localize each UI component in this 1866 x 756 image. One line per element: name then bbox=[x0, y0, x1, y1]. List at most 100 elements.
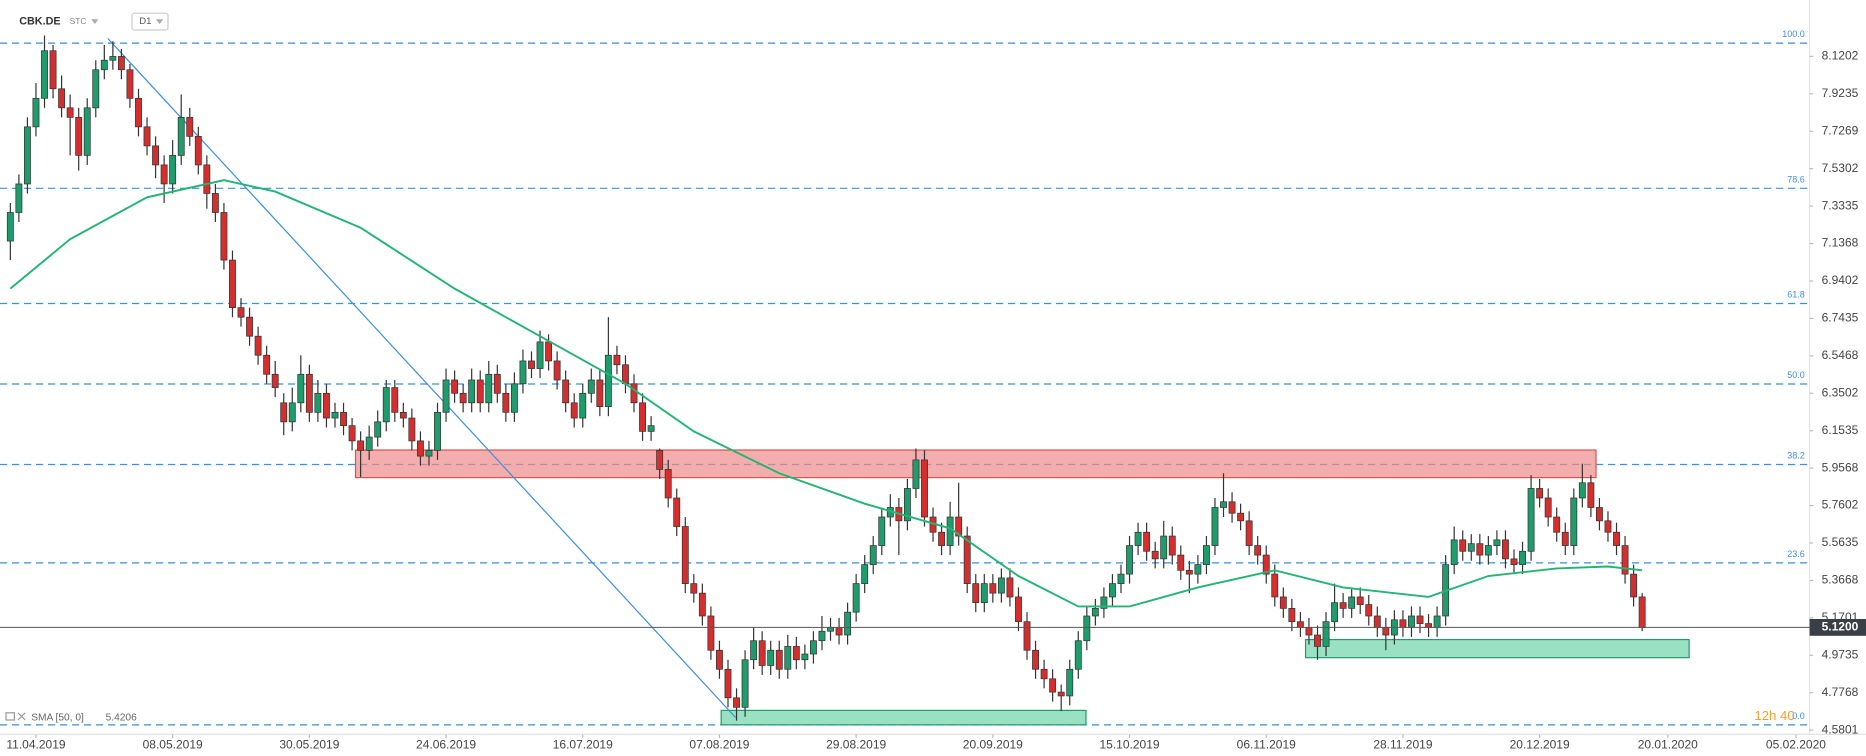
candle-body bbox=[1185, 569, 1193, 575]
candle-body bbox=[1365, 604, 1373, 617]
candle-body bbox=[1553, 516, 1561, 533]
candle-body bbox=[579, 392, 587, 419]
candle-body bbox=[664, 469, 672, 499]
candle-body bbox=[92, 69, 100, 109]
zone bbox=[1304, 638, 1690, 659]
candle-body bbox=[15, 183, 23, 213]
candle-body bbox=[49, 50, 57, 90]
candle-body bbox=[416, 440, 424, 457]
candle-body bbox=[169, 155, 177, 185]
fib-label: 38.2 bbox=[1787, 450, 1805, 460]
y-tick-label: 7.3335 bbox=[1822, 198, 1859, 212]
candle-body bbox=[1484, 545, 1492, 556]
candle-body bbox=[1621, 545, 1629, 575]
timeframe[interactable]: D1 bbox=[139, 16, 151, 27]
candle-body bbox=[613, 354, 621, 366]
candle-body bbox=[955, 516, 963, 537]
candle-body bbox=[827, 627, 834, 632]
candle-body bbox=[135, 97, 142, 128]
candle-body bbox=[690, 583, 698, 594]
candle-body bbox=[698, 592, 706, 617]
header: CBK.DE STC D1 bbox=[19, 12, 169, 31]
candle-body bbox=[912, 459, 920, 489]
candle-body bbox=[1536, 488, 1544, 499]
candle-body bbox=[263, 354, 271, 375]
candle-body bbox=[1049, 678, 1057, 693]
sma-last: 5.4206 bbox=[106, 712, 137, 723]
fib-label: 50.0 bbox=[1787, 370, 1805, 380]
candle-body bbox=[622, 364, 629, 385]
candle-body bbox=[1143, 531, 1151, 552]
candle-body bbox=[852, 583, 860, 613]
candle-body bbox=[1510, 558, 1518, 565]
candle-body bbox=[331, 411, 339, 419]
y-tick-label: 4.5801 bbox=[1822, 722, 1859, 736]
candle-body bbox=[1202, 545, 1210, 565]
candle-body bbox=[758, 640, 766, 666]
timeframe-dropdown[interactable] bbox=[156, 19, 164, 24]
x-tick-label: 28.11.2019 bbox=[1373, 737, 1432, 751]
candle-body bbox=[536, 341, 544, 369]
candle-body bbox=[707, 615, 715, 651]
candle-body bbox=[391, 387, 399, 413]
symbol[interactable]: CBK.DE bbox=[19, 15, 60, 27]
candle-body bbox=[23, 126, 31, 185]
candle-body bbox=[1074, 640, 1082, 670]
y-tick-label: 7.7269 bbox=[1822, 123, 1859, 137]
candle-body bbox=[1595, 507, 1603, 522]
candle-body bbox=[1066, 668, 1074, 697]
y-tick-label: 6.3502 bbox=[1822, 385, 1859, 399]
candle-body bbox=[510, 383, 518, 413]
y-tick-label: 5.5635 bbox=[1822, 535, 1859, 549]
candle-body bbox=[357, 440, 365, 451]
candle-body bbox=[1339, 602, 1347, 609]
candle-body bbox=[305, 373, 313, 413]
candle-body bbox=[246, 316, 253, 337]
candle-body bbox=[1570, 497, 1578, 546]
candle-body bbox=[237, 307, 245, 318]
candle-body bbox=[365, 436, 373, 451]
group[interactable]: STC bbox=[70, 16, 87, 26]
candle-body bbox=[818, 630, 826, 642]
x-tick-label: 07.08.2019 bbox=[689, 737, 749, 751]
candle-body bbox=[724, 668, 732, 699]
x-tick-label: 05.02.2020 bbox=[1766, 737, 1826, 751]
candle-body bbox=[784, 646, 792, 670]
candle-body bbox=[58, 88, 66, 109]
candle-body bbox=[1502, 539, 1509, 560]
candle-body bbox=[1194, 564, 1202, 575]
y-tick-label: 4.7768 bbox=[1822, 685, 1859, 699]
candle-body bbox=[1032, 649, 1039, 670]
candle-body bbox=[1476, 543, 1484, 556]
candle-body bbox=[1134, 531, 1142, 546]
candle-body bbox=[1630, 573, 1638, 598]
group-dropdown[interactable] bbox=[91, 19, 99, 24]
candle-body bbox=[980, 583, 988, 604]
candle-body bbox=[673, 497, 681, 527]
candle-body bbox=[1305, 627, 1313, 636]
legend-icon[interactable] bbox=[5, 712, 15, 721]
candle-body bbox=[434, 411, 441, 451]
y-tick-label: 4.9735 bbox=[1822, 647, 1859, 661]
candle-body bbox=[1604, 520, 1612, 533]
candle-body bbox=[408, 417, 416, 442]
candle-body bbox=[1254, 545, 1262, 556]
candle-body bbox=[229, 259, 236, 309]
sma-name: SMA [50, 0] bbox=[31, 712, 84, 723]
candle-body bbox=[314, 392, 322, 413]
candle-body bbox=[972, 583, 980, 604]
candle-body bbox=[1228, 501, 1236, 514]
candle-body bbox=[946, 516, 954, 546]
candle-body bbox=[143, 126, 151, 147]
candle-body bbox=[1177, 554, 1185, 571]
candle-body bbox=[442, 379, 450, 413]
candle-body bbox=[1279, 596, 1287, 609]
candle-body bbox=[459, 392, 467, 404]
timeframe-box[interactable] bbox=[131, 12, 169, 31]
y-tick-label: 6.7435 bbox=[1822, 311, 1859, 325]
candle-body bbox=[117, 56, 125, 71]
x-tick-label: 20.09.2019 bbox=[963, 737, 1023, 751]
candle-body bbox=[186, 116, 194, 137]
x-tick-label: 16.07.2019 bbox=[553, 737, 613, 751]
legend-close-icon[interactable] bbox=[17, 712, 26, 721]
